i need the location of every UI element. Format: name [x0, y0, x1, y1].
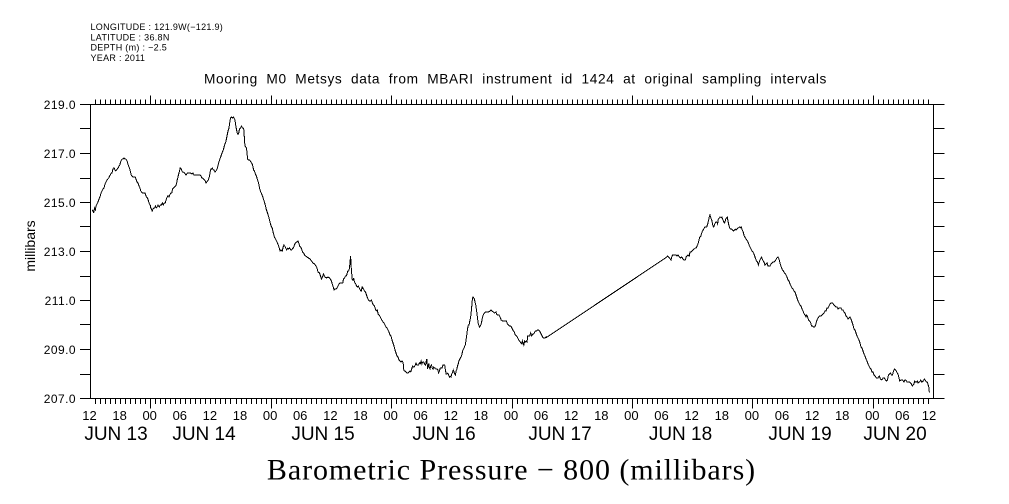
svg-text:18: 18 — [835, 408, 849, 423]
svg-text:18: 18 — [474, 408, 488, 423]
svg-text:00: 00 — [504, 408, 518, 423]
svg-text:JUN 14: JUN 14 — [172, 424, 236, 445]
svg-text:JUN 15: JUN 15 — [291, 424, 354, 445]
svg-text:219.0: 219.0 — [44, 98, 76, 112]
svg-text:LONGITUDE : 121.9W(−121.9): LONGITUDE : 121.9W(−121.9) — [91, 22, 224, 32]
svg-text:JUN 17: JUN 17 — [528, 424, 591, 445]
svg-text:JUN 18: JUN 18 — [649, 424, 712, 445]
svg-text:209.0: 209.0 — [44, 343, 76, 357]
svg-text:06: 06 — [654, 408, 668, 423]
svg-text:JUN 20: JUN 20 — [863, 424, 926, 445]
svg-text:millibars: millibars — [22, 220, 38, 271]
svg-text:06: 06 — [895, 408, 909, 423]
svg-text:LATITUDE : 36.8N: LATITUDE : 36.8N — [91, 32, 170, 42]
svg-text:00: 00 — [383, 408, 397, 423]
svg-text:Barometric Pressure − 800 (mil: Barometric Pressure − 800 (millibars) — [267, 454, 756, 487]
svg-text:12: 12 — [82, 408, 96, 423]
svg-text:06: 06 — [775, 408, 789, 423]
svg-text:00: 00 — [624, 408, 638, 423]
svg-text:YEAR : 2011: YEAR : 2011 — [91, 53, 146, 63]
svg-text:06: 06 — [173, 408, 187, 423]
svg-text:00: 00 — [142, 408, 156, 423]
svg-text:06: 06 — [534, 408, 548, 423]
svg-text:12: 12 — [564, 408, 578, 423]
svg-text:18: 18 — [353, 408, 367, 423]
svg-text:217.0: 217.0 — [44, 147, 76, 161]
svg-text:18: 18 — [715, 408, 729, 423]
svg-text:JUN 13: JUN 13 — [84, 424, 147, 445]
svg-text:18: 18 — [233, 408, 247, 423]
svg-text:12: 12 — [203, 408, 217, 423]
svg-text:00: 00 — [745, 408, 759, 423]
svg-text:06: 06 — [293, 408, 307, 423]
svg-text:12: 12 — [922, 408, 936, 423]
svg-text:12: 12 — [444, 408, 458, 423]
svg-text:18: 18 — [594, 408, 608, 423]
svg-text:00: 00 — [865, 408, 879, 423]
svg-text:JUN 16: JUN 16 — [412, 424, 475, 445]
svg-text:207.0: 207.0 — [44, 392, 76, 406]
svg-text:Mooring M0 Metsys data from MB: Mooring M0 Metsys data from MBARI instru… — [204, 71, 827, 86]
svg-text:JUN 19: JUN 19 — [768, 424, 831, 445]
svg-text:00: 00 — [263, 408, 277, 423]
svg-text:211.0: 211.0 — [45, 294, 76, 308]
svg-text:06: 06 — [413, 408, 427, 423]
svg-text:12: 12 — [805, 408, 819, 423]
svg-text:12: 12 — [684, 408, 698, 423]
svg-text:12: 12 — [323, 408, 337, 423]
svg-text:215.0: 215.0 — [44, 196, 76, 210]
svg-text:18: 18 — [112, 408, 126, 423]
svg-text:213.0: 213.0 — [44, 245, 76, 259]
svg-text:DEPTH (m) : −2.5: DEPTH (m) : −2.5 — [91, 43, 168, 53]
